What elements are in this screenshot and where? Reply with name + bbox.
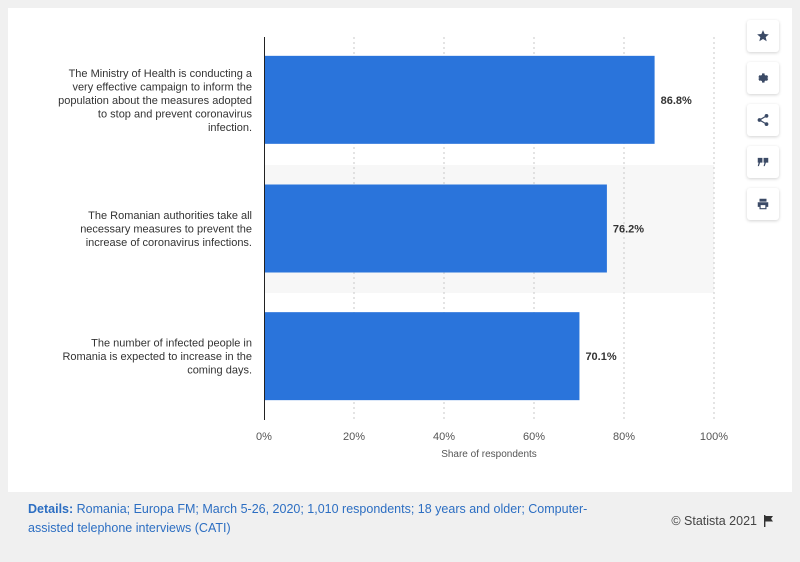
details-label: Details: (28, 502, 74, 516)
x-axis-ticks: 0% 20% 40% 60% 80% 100% (256, 431, 728, 443)
category-label-line: increase of coronavirus infections. (86, 237, 252, 249)
x-tick-label: 100% (700, 431, 728, 443)
bar-value-label: 76.2% (613, 224, 644, 236)
x-tick-label: 60% (523, 431, 545, 443)
category-label-line: infection. (208, 122, 252, 134)
bar-value-label: 86.8% (661, 95, 692, 107)
category-label-line: coming days. (187, 365, 252, 377)
details-body: Romania; Europa FM; March 5-26, 2020; 1,… (28, 502, 588, 535)
category-label-line: The Romanian authorities take all (88, 210, 252, 222)
gear-icon (758, 73, 769, 83)
bar[interactable] (265, 184, 607, 273)
category-label: The Romanian authorities take all necessa… (80, 210, 252, 249)
share-button[interactable] (747, 104, 779, 136)
bar[interactable] (265, 55, 655, 144)
x-tick-label: 80% (613, 431, 635, 443)
category-label: The number of infected people in Romania … (62, 338, 252, 377)
category-label-line: Romania is expected to increase in the (62, 351, 252, 363)
favorite-button[interactable] (747, 20, 779, 52)
print-button[interactable] (747, 188, 779, 220)
category-label-line: very effective campaign to inform the (72, 81, 252, 93)
bars: 86.8% 76.2% 70.1% (265, 55, 692, 401)
bar-value-label: 70.1% (585, 351, 616, 363)
footer: Details: Romania; Europa FM; March 5-26,… (0, 492, 800, 562)
details-text: Details: Romania; Europa FM; March 5-26,… (28, 500, 588, 538)
credit-text: © Statista 2021 (671, 514, 757, 528)
settings-button[interactable] (747, 62, 779, 94)
statista-credit[interactable]: © Statista 2021 (671, 514, 774, 528)
category-label-line: to stop and prevent coronavirus (98, 108, 253, 120)
category-label-line: population about the measures adopted (58, 95, 252, 107)
category-label: The Ministry of Health is conducting a ve… (58, 68, 253, 134)
star-icon (757, 30, 769, 42)
bar-chart: 86.8% 76.2% 70.1% The Ministry of Health i… (58, 37, 728, 460)
category-label-line: necessary measures to prevent the (80, 224, 252, 236)
category-labels: The Ministry of Health is conducting a ve… (58, 68, 253, 377)
toolbar-sidebar (747, 20, 781, 230)
share-icon (757, 114, 769, 126)
category-label-line: The number of infected people in (91, 338, 252, 350)
flag-icon (764, 515, 773, 527)
x-tick-label: 0% (256, 431, 272, 443)
quote-icon (757, 157, 769, 167)
x-tick-label: 20% (343, 431, 365, 443)
bar[interactable] (265, 312, 580, 401)
category-label-line: The Ministry of Health is conducting a (69, 68, 253, 80)
cite-button[interactable] (747, 146, 779, 178)
x-axis-label: Share of respondents (441, 449, 537, 460)
x-tick-label: 40% (433, 431, 455, 443)
print-icon (757, 198, 769, 210)
